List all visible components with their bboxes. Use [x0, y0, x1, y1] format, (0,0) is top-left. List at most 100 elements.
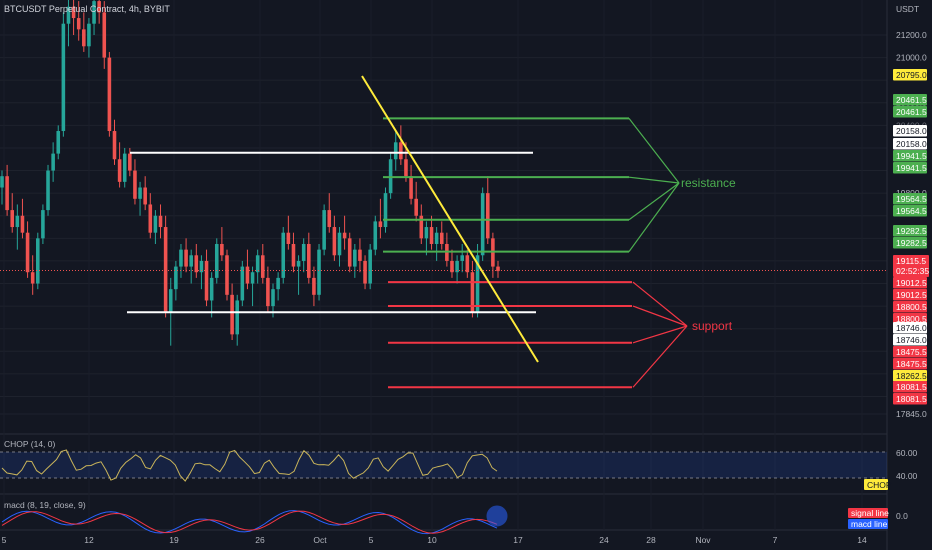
candle-body: [230, 294, 234, 335]
candle-body: [46, 170, 50, 211]
candle-body: [393, 142, 398, 160]
candle-body: [455, 260, 459, 273]
candle-body: [496, 266, 500, 272]
resistance-arrow: [628, 182, 680, 221]
candle-body: [332, 227, 337, 256]
candle-body: [358, 249, 362, 261]
price-tag: [893, 106, 927, 118]
resistance-arrow: [628, 118, 680, 184]
candle-body: [87, 23, 91, 47]
signal-line-tag-label: signal line: [851, 508, 889, 518]
price-tag-label: 18475.5: [896, 347, 927, 357]
price-tag-label: 19564.5: [896, 194, 927, 204]
candle-body: [434, 232, 439, 244]
candle-body: [271, 289, 275, 307]
candle-body: [199, 260, 204, 273]
resistance-arrow: [628, 182, 680, 252]
price-tag: [893, 94, 927, 106]
candle-body: [485, 193, 490, 239]
candle-body: [71, 6, 76, 19]
candle-body: [30, 272, 35, 284]
macd-signal-line: [1, 510, 498, 534]
candle-body: [5, 176, 9, 211]
candle-body: [25, 232, 30, 273]
candle-body: [317, 249, 321, 295]
time-tick-label: 26: [255, 535, 265, 545]
candle-body: [245, 266, 250, 284]
chop-pane[interactable]: CHOP (14, 0) 60.00 40.00 CHOP: [0, 439, 918, 490]
chop-tag-label: CHOP: [867, 480, 892, 490]
candle-body: [322, 210, 326, 250]
drawings[interactable]: resistance support: [0, 75, 887, 389]
candle-body: [414, 198, 418, 216]
time-tick-label: 14: [857, 535, 867, 545]
price-tag-label: 18746.0: [896, 323, 927, 333]
price-tick-label: 21200.0: [896, 30, 927, 40]
candle-body: [209, 277, 214, 301]
resistance-arrow: [628, 176, 680, 184]
candle-body: [327, 210, 332, 228]
candle-body: [307, 243, 311, 278]
candle-body: [276, 277, 280, 290]
candle-body: [66, 6, 71, 24]
candle-body: [138, 187, 142, 199]
candle-body: [143, 187, 147, 205]
current-price-tag: [893, 255, 929, 277]
candle-body: [353, 249, 357, 267]
candle-body: [368, 249, 372, 284]
macd-title: macd (8, 19, close, 9): [4, 500, 86, 510]
time-tick-label: 19: [169, 535, 179, 545]
price-tag-label: 18800.5: [896, 302, 927, 312]
price-tag: [893, 150, 927, 162]
candle-body: [97, 1, 101, 13]
candle-body: [475, 255, 480, 312]
price-tag: [893, 301, 927, 313]
candle-body: [184, 249, 188, 267]
trend-line: [361, 75, 539, 363]
macd-pane[interactable]: macd (8, 19, close, 9) 0.0 signal linemacd…: [1, 500, 908, 535]
time-tick-label: 7: [773, 535, 778, 545]
candle-body: [291, 243, 296, 267]
time-tick-label: 12: [84, 535, 94, 545]
resistance-label: resistance: [681, 176, 736, 190]
price-tag-label: 18262.5: [896, 371, 927, 381]
candle-body: [117, 159, 122, 182]
candle-body: [56, 131, 61, 154]
candle-body: [51, 153, 55, 171]
price-tag-label: 20158.0: [896, 139, 927, 149]
price-tag: [893, 334, 927, 346]
candle-body: [112, 131, 117, 160]
time-tick-label: 24: [599, 535, 609, 545]
price-axis[interactable]: USDT21200.021000.019800.017845.020600.02…: [886, 0, 932, 550]
current-price-countdown: 02:52:35: [896, 266, 929, 276]
current-price-value: 19115.5: [896, 256, 926, 266]
price-tick-label: 21000.0: [896, 53, 927, 63]
price-tag: [893, 393, 927, 405]
candle-body: [450, 260, 454, 273]
chop-level-label: 40.00: [896, 471, 918, 481]
candle-body: [220, 243, 224, 256]
candle-body: [225, 255, 229, 295]
candle-body: [41, 210, 45, 239]
time-tick-label: 10: [427, 535, 437, 545]
price-tag-label: 20461.5: [896, 107, 927, 117]
price-tag: [893, 193, 927, 205]
price-tag: [893, 277, 927, 289]
candle-body: [342, 232, 347, 239]
candle-body: [153, 215, 158, 233]
price-tag-label: 18081.5: [896, 382, 927, 392]
macd-zero-label: 0.0: [896, 511, 908, 521]
candle-body: [480, 193, 485, 256]
candle-body: [36, 238, 40, 284]
candle-body: [266, 277, 270, 307]
price-tag-label: 19941.5: [896, 151, 927, 161]
time-axis[interactable]: 5 12 19 26 Oct 5 10 17 24 28 Nov 7 14: [2, 535, 867, 545]
price-tag: [893, 125, 927, 137]
time-tick-label: Oct: [313, 535, 327, 545]
candle-body: [158, 215, 163, 228]
chop-level-label: 60.00: [896, 448, 918, 458]
candle-body: [465, 255, 470, 273]
candle-body: [102, 12, 107, 58]
time-tick-label: 17: [513, 535, 523, 545]
